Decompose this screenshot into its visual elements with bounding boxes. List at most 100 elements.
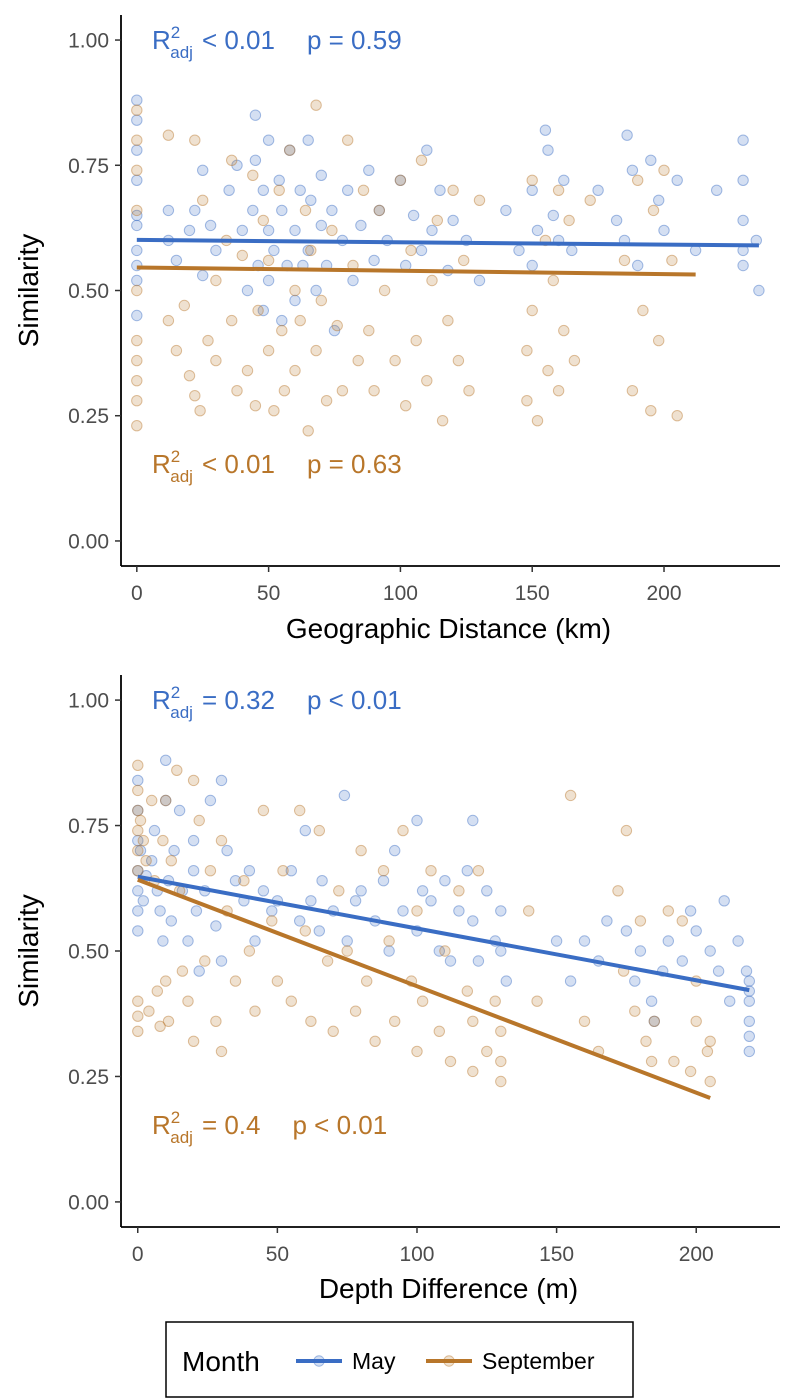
data-point	[160, 794, 172, 807]
data-point	[447, 184, 459, 197]
y-tick-label: 0.75	[68, 155, 109, 178]
x-tick-label: 150	[515, 582, 550, 605]
data-point	[157, 935, 169, 947]
data-point	[737, 214, 749, 227]
data-point	[247, 204, 259, 217]
data-point	[170, 254, 183, 267]
data-point	[743, 1045, 755, 1058]
data-point	[226, 154, 238, 167]
data-point	[146, 794, 158, 807]
data-point	[284, 144, 296, 156]
data-point	[326, 204, 338, 217]
data-point	[146, 855, 158, 867]
data-point	[452, 354, 465, 367]
data-point	[276, 204, 288, 217]
data-point	[299, 204, 312, 217]
data-point	[197, 164, 209, 177]
data-point	[467, 1065, 479, 1078]
data-point	[542, 364, 554, 377]
data-point	[154, 1020, 166, 1033]
data-point	[315, 169, 327, 182]
data-point	[187, 1035, 200, 1048]
data-point	[531, 995, 543, 1007]
x-tick-label: 200	[646, 582, 681, 605]
data-point	[132, 995, 144, 1007]
data-point	[564, 975, 577, 987]
data-point	[523, 905, 535, 917]
data-point	[461, 985, 473, 997]
data-point	[347, 274, 359, 287]
data-point	[204, 865, 217, 877]
legend: Month May September	[165, 1321, 634, 1398]
x-tick-label: 150	[539, 1243, 574, 1266]
data-point	[257, 885, 270, 897]
data-point	[668, 1055, 680, 1068]
data-point	[397, 905, 409, 917]
data-point	[439, 875, 451, 887]
data-point	[411, 905, 423, 917]
data-point	[299, 925, 311, 937]
data-point	[684, 905, 697, 917]
data-point	[648, 1015, 660, 1027]
data-point	[378, 284, 391, 297]
data-point	[132, 824, 144, 837]
data-point	[276, 324, 288, 337]
data-point	[278, 385, 291, 397]
data-point	[647, 204, 660, 217]
data-point	[320, 395, 333, 407]
data-point	[666, 254, 678, 267]
y-tick-label: 0.25	[68, 1066, 109, 1089]
data-point	[461, 865, 473, 877]
data-point	[310, 284, 322, 297]
data-point	[711, 184, 723, 197]
data-point	[500, 975, 512, 987]
data-point	[495, 1025, 507, 1038]
data-point	[568, 354, 581, 367]
data-point	[140, 855, 152, 867]
data-point	[377, 875, 390, 887]
data-point	[132, 865, 144, 877]
data-point	[336, 385, 349, 397]
data-point	[268, 244, 280, 257]
data-point	[137, 895, 150, 907]
data-point	[170, 344, 183, 357]
data-point	[743, 1015, 755, 1027]
data-point	[289, 364, 301, 377]
data-point	[743, 1030, 755, 1043]
data-point	[473, 274, 486, 287]
data-point	[266, 905, 278, 917]
data-point	[671, 174, 683, 187]
data-point	[433, 945, 445, 957]
data-point	[400, 400, 412, 412]
data-point	[252, 304, 264, 317]
data-point	[743, 975, 755, 987]
chart-geographic-distance: 0.00 0.25 0.50 0.75 1.00 0 50 100 150 200 Geograph…	[13, 15, 780, 644]
data-point	[373, 204, 385, 217]
data-point	[458, 254, 470, 267]
data-point	[634, 945, 647, 957]
data-point	[481, 885, 493, 897]
data-point	[394, 174, 407, 187]
data-point	[531, 224, 544, 237]
data-point	[231, 159, 243, 172]
data-point	[620, 824, 633, 837]
data-point	[157, 834, 169, 847]
data-point	[131, 104, 143, 116]
x-axis-title: Geographic Distance (km)	[286, 613, 611, 644]
y-tick-label: 1.00	[68, 690, 109, 713]
data-point	[671, 410, 683, 422]
data-point	[426, 274, 438, 287]
data-point	[187, 865, 200, 877]
data-point	[187, 834, 200, 847]
data-point	[436, 415, 449, 427]
data-point	[500, 204, 512, 217]
data-point	[236, 249, 249, 262]
data-point	[634, 915, 647, 927]
data-point	[131, 209, 143, 222]
data-point	[405, 244, 417, 257]
data-point	[690, 925, 702, 937]
data-point	[338, 789, 351, 802]
data-point	[268, 405, 280, 417]
data-point	[189, 134, 201, 146]
data-point	[249, 109, 262, 121]
